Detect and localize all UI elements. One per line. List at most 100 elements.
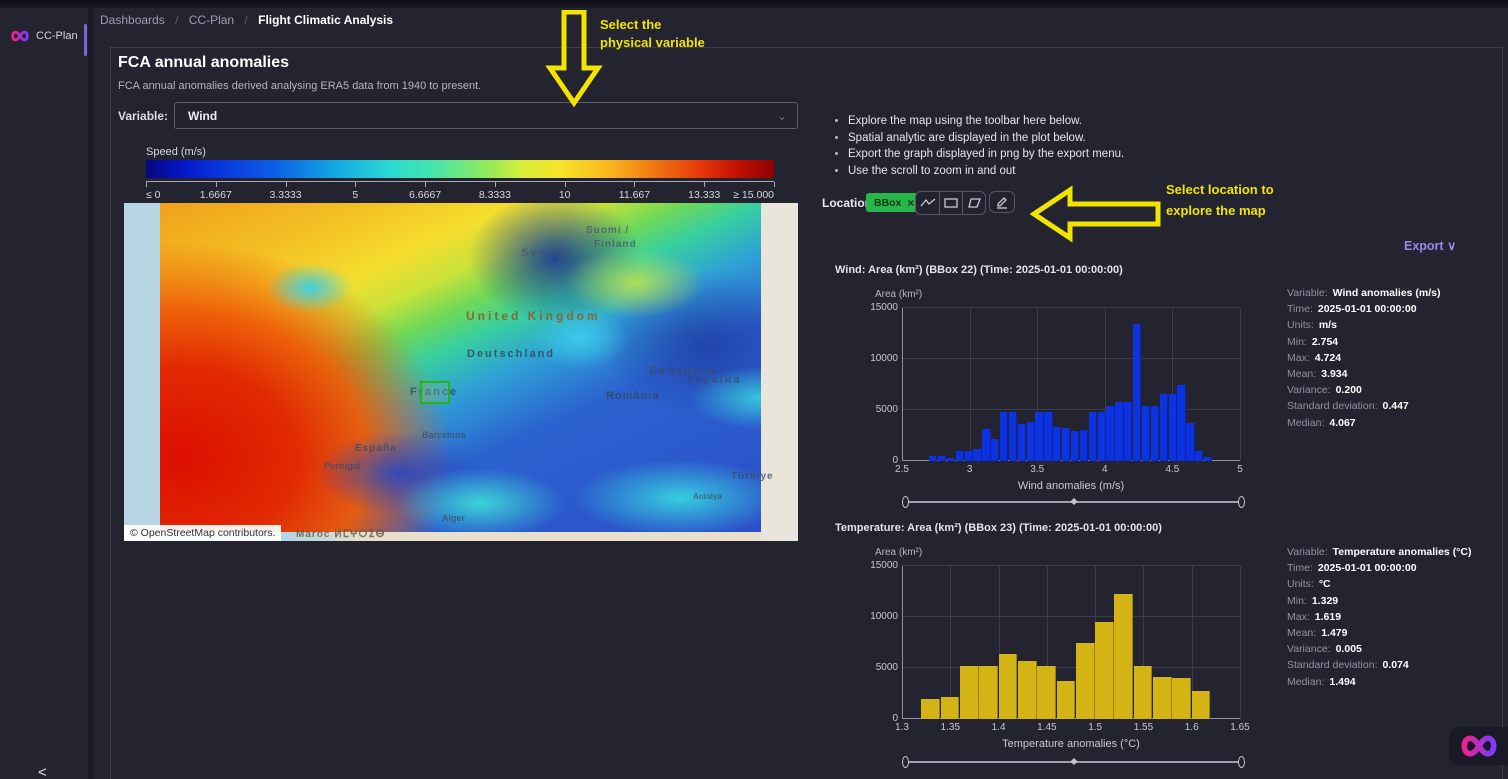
bbox-chip-close-icon[interactable]: × — [907, 195, 915, 210]
map-labels-layer: United Kingdom Sverige Suomi / Finland Белар… — [124, 203, 798, 541]
map-place-label: Antalya — [693, 492, 722, 501]
colorbar-tick-label: 5 — [352, 189, 359, 201]
breadcrumb-cc-plan[interactable]: CC-Plan — [188, 13, 235, 27]
draw-rectangle-button[interactable] — [939, 192, 962, 214]
histogram-bar — [1191, 690, 1211, 719]
histogram-bar — [1008, 412, 1018, 461]
stat-row: Max: 1.619 — [1287, 610, 1342, 623]
sidebar-collapse-button[interactable]: < — [38, 764, 47, 779]
x-tick-label: 4.5 — [1165, 464, 1180, 475]
x-tick-label: 1.55 — [1133, 722, 1154, 733]
stat-row: Time: 2025-01-01 00:00:00 — [1287, 562, 1417, 575]
stat-row: Min: 2.754 — [1287, 335, 1339, 348]
chevron-down-icon: ∨ — [1447, 239, 1457, 253]
histogram-bar — [929, 455, 938, 461]
sidebar-item-label: CC-Plan — [36, 30, 78, 42]
wind-heatmap-overlay — [160, 203, 761, 534]
temp-y-axis-label: Area (km²) — [875, 547, 923, 558]
page-subtitle: FCA annual anomalies derived analysing E… — [118, 80, 482, 92]
histogram-bar — [1133, 324, 1142, 461]
colorbar-tick-label: 10 — [558, 189, 571, 201]
breadcrumb-dashboards[interactable]: Dashboards — [100, 13, 165, 27]
annotation-arrow-left — [1030, 185, 1161, 243]
dashboard-panel — [110, 47, 1503, 779]
colorbar-tick-label: 6.6667 — [409, 189, 442, 201]
breadcrumb-separator: / — [175, 13, 179, 27]
histogram-bar — [1195, 451, 1204, 461]
histogram-bar — [946, 457, 956, 461]
x-tick-label: 4 — [1102, 464, 1108, 475]
histogram-bar — [1097, 412, 1106, 461]
annotation-location-line1: Select location to — [1166, 182, 1274, 197]
histogram-bar — [1159, 393, 1168, 461]
breadcrumb-current-page: Flight Climatic Analysis — [258, 13, 394, 27]
temp-range-slider[interactable] — [902, 755, 1245, 769]
stat-row: Mean: 3.934 — [1287, 368, 1348, 381]
temp-x-ticks: 1.3 1.35 1.4 1.45 1.5 1.55 1.6 1.65 — [895, 722, 1250, 734]
x-tick-label: 1.3 — [895, 722, 909, 733]
histogram-bar — [955, 451, 964, 461]
sidebar-divider — [88, 8, 93, 779]
histogram-bar — [1095, 621, 1114, 719]
rectangle-icon — [944, 198, 958, 208]
histogram-bar — [1203, 456, 1213, 461]
export-menu-button[interactable]: Export ∨ — [1404, 238, 1456, 253]
slider-handle-left[interactable] — [902, 756, 909, 768]
histogram-bar — [1070, 430, 1080, 461]
sidebar-active-indicator — [84, 24, 87, 56]
annotation-arrow-down — [545, 10, 603, 108]
colorbar-tick-label: 8.3333 — [478, 189, 511, 201]
y-tick-label: 15000 — [870, 560, 898, 571]
map-place-label: Portugal — [324, 461, 361, 471]
draw-line-button[interactable] — [916, 192, 939, 214]
stat-row: Variance: 0.200 — [1287, 384, 1362, 397]
x-tick-label: 1.6 — [1184, 722, 1199, 733]
x-tick-label: 5 — [1237, 464, 1243, 475]
colorbar-tick-label: 13.333 — [688, 189, 721, 201]
map-bbox-selection[interactable] — [420, 381, 450, 404]
top-bar — [0, 0, 1508, 8]
wind-x-ticks: 2.5 3 3.5 4 4.5 5 — [895, 464, 1243, 476]
draw-polygon-button[interactable] — [962, 192, 985, 214]
histogram-bar — [1124, 402, 1133, 461]
histogram-bar — [1053, 427, 1062, 461]
histogram-bar — [973, 449, 982, 461]
x-tick-label: 1.35 — [940, 722, 961, 733]
y-tick-label: 15000 — [870, 302, 898, 313]
sidebar-item-cc-plan[interactable]: CC-Plan — [10, 30, 78, 42]
x-tick-label: 1.45 — [1037, 722, 1057, 733]
edit-button[interactable] — [989, 191, 1015, 213]
slider-handle-right[interactable] — [1238, 496, 1245, 508]
map-place-label: Deutschland — [467, 348, 556, 360]
temp-stats-panel: Variable: Temperature anomalies (°C) Time:… — [1287, 544, 1502, 690]
temp-chart-title: Temperature: Area (km²) (BBox 23) (Time:… — [835, 522, 1162, 534]
map-canvas[interactable]: United Kingdom Sverige Suomi / Finland Белар… — [124, 203, 798, 541]
colorbar-tick-label: 3.3333 — [269, 189, 302, 201]
slider-handle-left[interactable] — [902, 496, 909, 508]
x-tick-label: 3 — [966, 464, 973, 475]
histogram-bar — [982, 429, 991, 461]
colorbar-axis: ≤ 0 1.6667 3.3333 5 6.6667 8.3333 10 11.667 13.3… — [146, 181, 775, 203]
bbox-chip[interactable]: BBox × — [866, 193, 923, 212]
histogram-bar — [1168, 393, 1177, 461]
histogram-bar — [998, 653, 1018, 719]
cc-plan-logo-badge — [1449, 727, 1508, 765]
polyline-icon — [920, 198, 935, 207]
wind-range-slider[interactable] — [902, 495, 1245, 509]
chevron-down-icon: ⌄ — [776, 108, 787, 123]
y-tick-label: 0 — [892, 713, 898, 724]
map-base-land — [761, 203, 798, 541]
histogram-bar — [1106, 406, 1115, 461]
breadcrumb: Dashboards / CC-Plan / Flight Climatic A… — [100, 13, 393, 27]
variable-dropdown[interactable]: Wind ⌄ — [174, 102, 798, 129]
variable-dropdown-value: Wind — [188, 108, 218, 123]
temp-y-ticks: 0 5000 10000 15000 — [858, 560, 898, 724]
stat-row: Median: 4.067 — [1287, 416, 1356, 429]
wind-y-axis-label: Area (km²) — [875, 289, 923, 300]
stat-row: Max: 4.724 — [1287, 351, 1342, 364]
slider-handle-right[interactable] — [1238, 756, 1245, 768]
pencil-icon — [997, 197, 1007, 209]
histogram-bar — [921, 698, 941, 719]
y-tick-label: 0 — [892, 455, 898, 466]
